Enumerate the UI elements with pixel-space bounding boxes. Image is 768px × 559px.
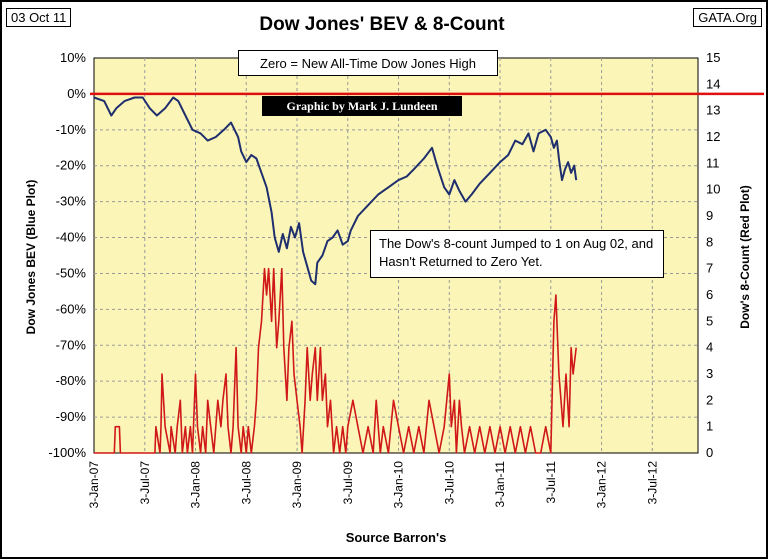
eight-count-note-text: The Dow's 8-count Jumped to 1 on Aug 02,… (379, 236, 654, 269)
left-tick-label: -20% (56, 158, 87, 173)
source-corner-label: GATA.Org (693, 8, 762, 27)
x-tick-label: 3-Jan-12 (595, 461, 609, 509)
x-tick-label: 3-Jul-09 (341, 461, 355, 505)
chart-title: Dow Jones' BEV & 8-Count (259, 14, 505, 35)
right-tick-label: 2 (706, 392, 713, 407)
x-tick-label: 3-Jan-11 (493, 461, 507, 508)
right-tick-label: 13 (706, 103, 720, 118)
left-tick-label: -10% (56, 122, 87, 137)
left-tick-label: -50% (56, 265, 87, 280)
date-label: 03 Oct 11 (6, 8, 72, 27)
left-tick-label: 10% (60, 50, 86, 65)
right-tick-label: 10 (706, 182, 720, 197)
right-tick-label: 3 (706, 366, 713, 381)
credit-box: Graphic by Mark J. Lundeen (262, 96, 462, 116)
right-tick-label: 11 (706, 155, 720, 170)
x-tick-label: 3-Jul-07 (138, 461, 152, 505)
right-tick-label: 7 (706, 261, 713, 276)
left-axis-label: Dow Jones BEV (Blue Plot) (24, 179, 38, 335)
left-tick-label: 0% (67, 86, 86, 101)
right-tick-label: 12 (706, 129, 720, 144)
left-tick-label: -100% (48, 445, 86, 460)
right-tick-label: 8 (706, 234, 713, 249)
right-tick-label: 5 (706, 313, 713, 328)
zero-note-text: Zero = New All-Time Dow Jones High (260, 55, 476, 71)
zero-note-box: Zero = New All-Time Dow Jones High (238, 50, 498, 76)
x-tick-label: 3-Jul-10 (442, 461, 456, 505)
right-tick-label: 1 (706, 419, 713, 434)
x-tick-label: 3-Jan-07 (87, 461, 101, 509)
x-tick-label: 3-Jul-11 (544, 461, 558, 504)
x-tick-label: 3-Jan-09 (290, 461, 304, 509)
x-tick-label: 3-Jan-08 (189, 461, 203, 509)
x-tick-label: 3-Jul-12 (645, 461, 659, 505)
right-tick-label: 14 (706, 76, 720, 91)
credit-text: Graphic by Mark J. Lundeen (286, 98, 438, 113)
eight-count-series-line (94, 267, 577, 454)
right-tick-label: 6 (706, 287, 713, 302)
right-tick-label: 0 (706, 445, 713, 460)
x-tick-label: 3-Jan-10 (392, 461, 406, 509)
eight-count-note-box: The Dow's 8-count Jumped to 1 on Aug 02,… (370, 230, 664, 278)
left-tick-label: -40% (56, 230, 87, 245)
right-tick-label: 4 (706, 340, 713, 355)
x-tick-label: 3-Jul-08 (239, 461, 253, 505)
left-tick-label: -90% (56, 409, 87, 424)
left-tick-label: -70% (56, 337, 87, 352)
right-tick-label: 15 (706, 50, 720, 65)
left-tick-label: -30% (56, 194, 87, 209)
bev-series-line (93, 96, 578, 286)
right-tick-label: 9 (706, 208, 713, 223)
right-axis-label: Dow's 8-Count (Red Plot) (738, 185, 752, 329)
left-tick-label: -80% (56, 373, 87, 388)
left-tick-label: -60% (56, 301, 87, 316)
x-axis-label: Source Barron's (345, 530, 447, 545)
